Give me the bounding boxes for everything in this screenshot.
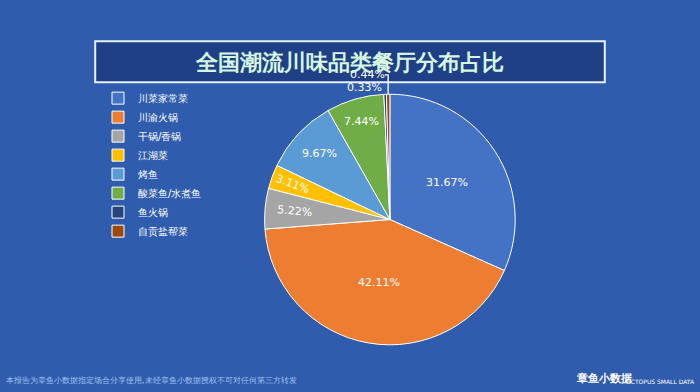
svg-text:江湖菜: 江湖菜	[138, 150, 168, 161]
svg-text:3.11%: 3.11%	[274, 172, 312, 197]
svg-text:干锅/香锅: 干锅/香锅	[138, 131, 181, 142]
svg-text:9.67%: 9.67%	[302, 147, 337, 160]
svg-text:酸菜鱼/水煮鱼: 酸菜鱼/水煮鱼	[138, 188, 201, 199]
svg-text:全国潮流川味品类餐厅分布占比: 全国潮流川味品类餐厅分布占比	[195, 50, 504, 75]
svg-text:OCTOPUS SMALL DATA: OCTOPUS SMALL DATA	[626, 378, 695, 385]
svg-text:川渝火锅: 川渝火锅	[138, 112, 178, 123]
svg-text:自贡盐帮菜: 自贡盐帮菜	[138, 226, 188, 237]
svg-text:鱼火锅: 鱼火锅	[138, 207, 168, 218]
svg-text:0.44%: 0.44%	[350, 68, 385, 81]
svg-text:本报告为章鱼小数据指定场合分享使用,未经章鱼小数据授权不可对: 本报告为章鱼小数据指定场合分享使用,未经章鱼小数据授权不可对任何第三方转发	[6, 376, 297, 385]
svg-text:川菜家常菜: 川菜家常菜	[138, 93, 188, 104]
svg-text:31.67%: 31.67%	[426, 176, 468, 189]
svg-text:0.33%: 0.33%	[347, 81, 382, 94]
svg-text:烤鱼: 烤鱼	[138, 169, 158, 180]
svg-text:7.44%: 7.44%	[344, 115, 379, 128]
svg-text:42.11%: 42.11%	[358, 276, 400, 289]
svg-text:章鱼小数据: 章鱼小数据	[576, 372, 632, 385]
svg-text:5.22%: 5.22%	[277, 203, 313, 219]
